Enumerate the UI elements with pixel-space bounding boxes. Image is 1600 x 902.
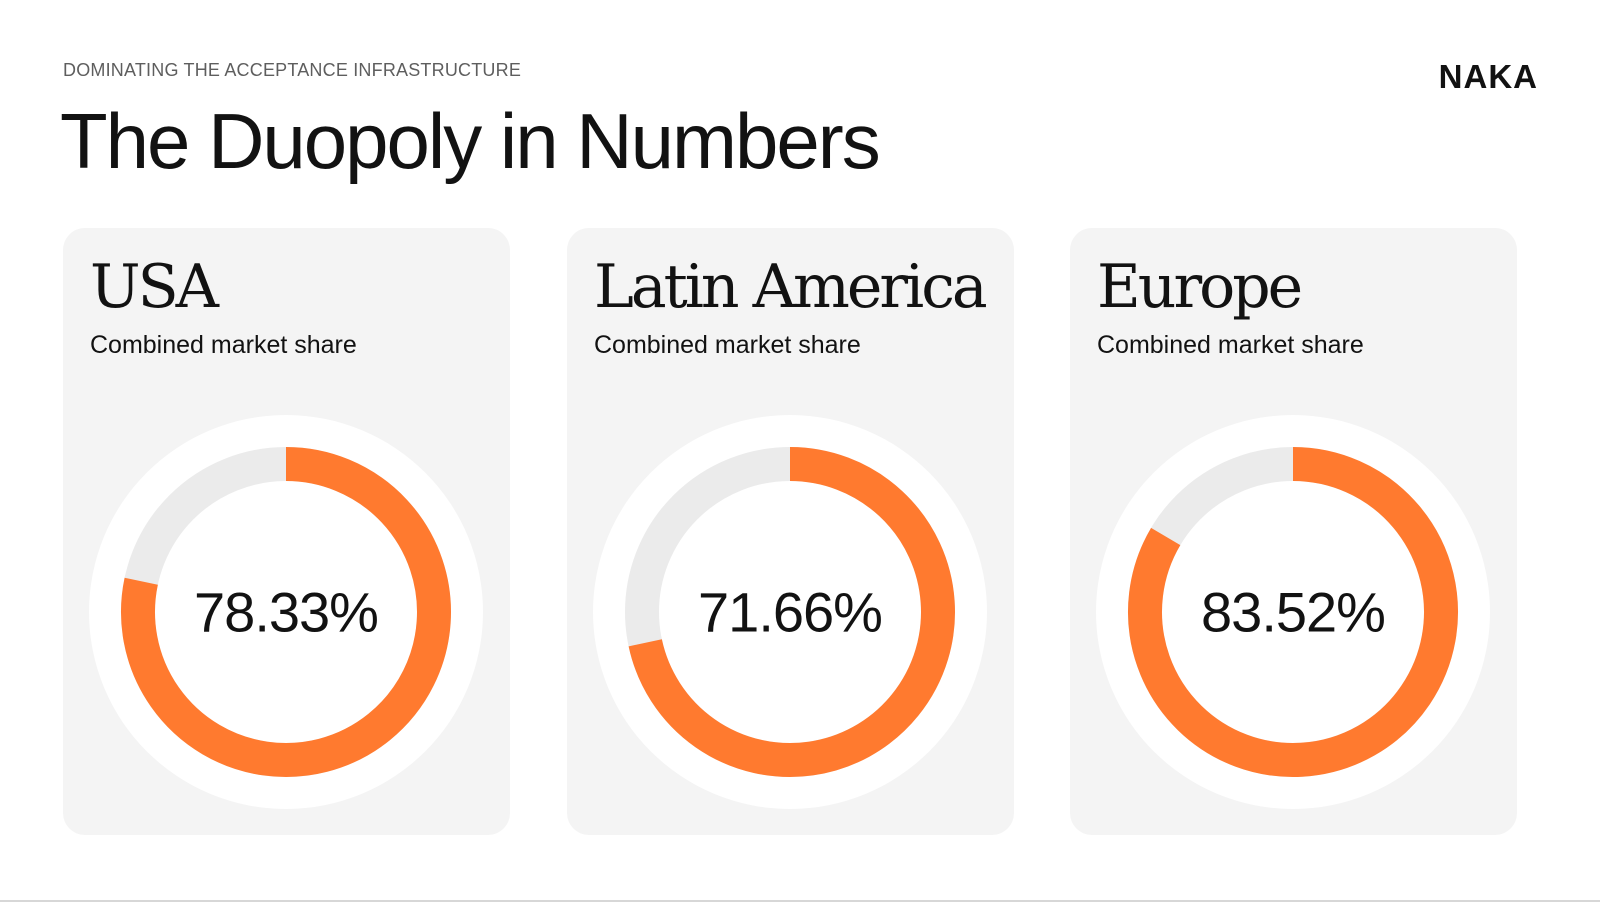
donut-chart-latin-america: 71.66% (593, 415, 987, 809)
brand-logo: NAKA (1438, 58, 1538, 95)
card-usa: USA Combined market share 78.33% (63, 228, 510, 835)
donut-value-label: 83.52% (1201, 581, 1385, 644)
card-subtitle: Combined market share (90, 331, 357, 359)
donut-value-label: 71.66% (698, 581, 882, 644)
card-europe: Europe Combined market share 83.52% (1070, 228, 1517, 835)
page-title: The Duopoly in Numbers (60, 97, 881, 185)
card-subtitle: Combined market share (1097, 331, 1364, 359)
donut-chart-usa: 78.33% (89, 415, 483, 809)
donut-value-label: 78.33% (194, 581, 378, 644)
card-subtitle: Combined market share (594, 331, 861, 359)
donut-value-arc (1128, 447, 1458, 777)
bottom-divider (0, 900, 1600, 902)
donut-value-arc (121, 447, 451, 777)
eyebrow-label: DOMINATING THE ACCEPTANCE INFRASTRUCTURE (63, 60, 522, 80)
card-title: USA (90, 252, 219, 322)
donut-chart-europe: 83.52% (1096, 415, 1490, 809)
card-title: Europe (1097, 252, 1303, 322)
card-latin-america: Latin America Combined market share 71.6… (567, 228, 1014, 835)
card-title: Latin America (594, 252, 988, 322)
donut-value-arc (628, 447, 955, 777)
